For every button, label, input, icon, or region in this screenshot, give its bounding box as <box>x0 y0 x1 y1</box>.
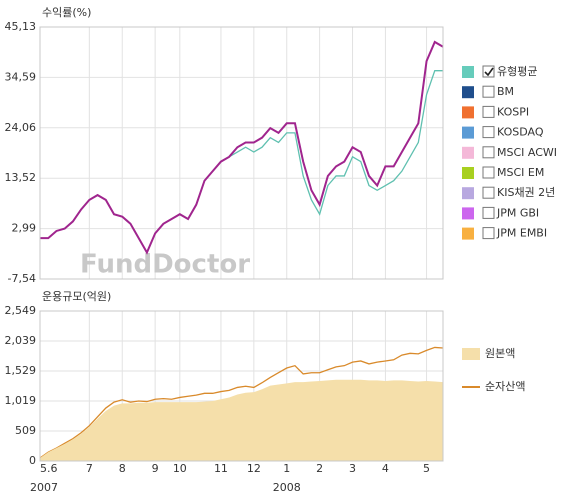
legend-swatch <box>462 106 474 119</box>
legend-checkbox[interactable] <box>482 166 495 179</box>
x-tick-label: 7 <box>86 462 93 475</box>
legend-checkbox[interactable] <box>482 126 495 139</box>
legend-swatch <box>462 207 474 220</box>
line <box>40 40 444 255</box>
legend-label: JPM GBI <box>496 206 539 219</box>
x-tick-label: 2 <box>316 462 323 475</box>
legend-checkbox[interactable] <box>482 206 495 219</box>
y-tick-label: 2,549 <box>5 304 37 317</box>
legend-label: JPM EMBI <box>496 227 547 240</box>
legend-swatch <box>462 66 474 78</box>
x-tick-label: 5 <box>423 462 430 475</box>
legend-checkbox[interactable] <box>482 65 495 78</box>
watermark: FundDoctor <box>80 250 250 280</box>
legend-checkbox[interactable] <box>482 105 495 118</box>
y-tick-label: 0 <box>29 454 36 467</box>
year-label: 2008 <box>273 481 301 494</box>
legend-swatch <box>462 146 474 159</box>
x-tick-label: 10 <box>173 462 187 475</box>
legend-label: MSCI EM <box>497 166 544 179</box>
x-tick-label: 4 <box>382 462 389 475</box>
year-label: 2007 <box>30 481 58 494</box>
y-tick-label: 1,529 <box>5 364 37 377</box>
legend-label: 원본액 <box>485 347 515 360</box>
x-tick-label: 8 <box>119 462 126 475</box>
legend-label: KOSDAQ <box>497 126 544 139</box>
y-tick-label: 34,59 <box>5 70 37 83</box>
x-tick-label: 11 <box>214 462 228 475</box>
legend-label: 순자산액 <box>485 380 525 393</box>
legend-label: 유형평균 <box>497 65 537 78</box>
plot-frame <box>39 26 444 280</box>
plot-frame <box>39 310 444 462</box>
x-tick-label: 5.6 <box>40 462 58 475</box>
y-tick-label: 509 <box>15 424 36 437</box>
x-tick-label: 1 <box>283 462 290 475</box>
legend-swatch <box>462 86 474 99</box>
y-tick-label: 13,52 <box>5 171 37 184</box>
legend-label: KIS채권 2년 <box>497 186 555 199</box>
line <box>40 70 443 254</box>
legend-checkbox[interactable] <box>482 186 495 199</box>
plot-area <box>39 26 444 280</box>
legend-label: MSCI ACWI <box>497 146 557 159</box>
legend-swatch <box>462 126 474 139</box>
y-tick-label: 24,06 <box>5 121 37 134</box>
chart-title: 수익률(%) <box>42 6 91 19</box>
x-tick-label: 9 <box>152 462 159 475</box>
legend-swatch <box>462 227 474 240</box>
y-tick-label: 1,019 <box>5 394 37 407</box>
checkmark <box>484 67 494 77</box>
legend-label: KOSPI <box>497 105 529 118</box>
legend-checkbox[interactable] <box>482 85 495 98</box>
line <box>39 346 444 459</box>
chart-title: 운용규모(억원) <box>42 290 111 303</box>
legend-swatch <box>462 167 474 179</box>
area <box>40 379 443 461</box>
legend-swatch <box>462 187 474 200</box>
y-tick-label: 2,99 <box>12 222 37 235</box>
legend-checkbox[interactable] <box>482 227 495 240</box>
legend-swatch <box>462 348 480 360</box>
x-tick-label: 12 <box>247 462 261 475</box>
x-tick-label: 3 <box>349 462 356 475</box>
y-tick-label: 2,039 <box>5 334 37 347</box>
y-tick-label: -7,54 <box>8 272 36 285</box>
y-tick-label: 45,13 <box>5 20 37 33</box>
legend-label: BM <box>497 85 514 98</box>
legend-checkbox[interactable] <box>482 146 495 159</box>
